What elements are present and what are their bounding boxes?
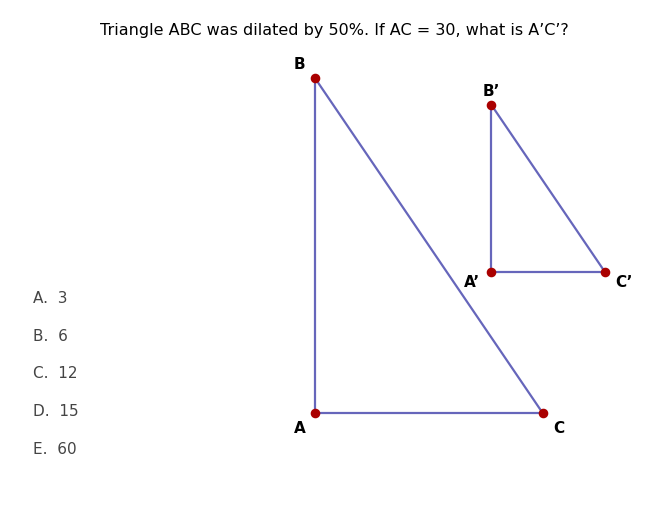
- Point: [486, 268, 497, 277]
- Point: [310, 74, 320, 82]
- Point: [486, 101, 497, 109]
- Text: C.  12: C. 12: [33, 366, 78, 382]
- Text: E.  60: E. 60: [33, 441, 77, 457]
- Point: [537, 409, 548, 417]
- Text: C: C: [553, 421, 564, 436]
- Text: A: A: [294, 421, 305, 436]
- Point: [310, 409, 320, 417]
- Text: A.  3: A. 3: [33, 291, 68, 306]
- Text: Triangle ABC was dilated by 50%. If AC = 30, what is A’C’?: Triangle ABC was dilated by 50%. If AC =…: [100, 23, 569, 38]
- Text: D.  15: D. 15: [33, 404, 79, 419]
- Text: C’: C’: [615, 275, 632, 290]
- Text: B.  6: B. 6: [33, 329, 68, 344]
- Point: [600, 268, 611, 277]
- Text: B’: B’: [483, 84, 500, 99]
- Text: B: B: [294, 57, 305, 73]
- Text: A’: A’: [464, 275, 480, 290]
